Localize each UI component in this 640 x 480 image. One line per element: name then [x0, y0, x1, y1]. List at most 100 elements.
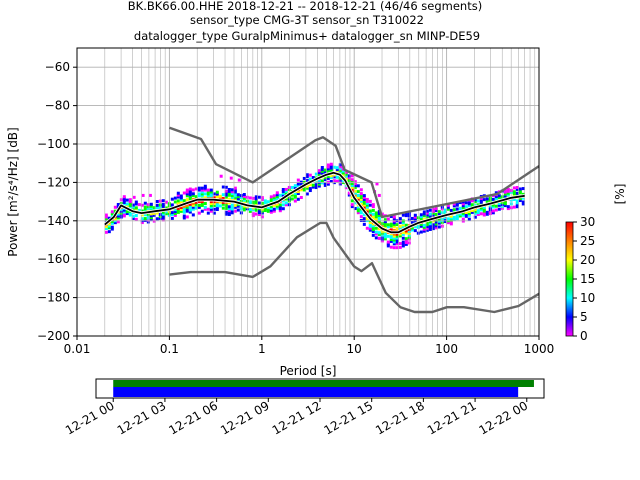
heatmap-cell: [272, 203, 276, 207]
x-tick-label: 100: [435, 342, 458, 356]
heatmap-cell: [428, 227, 432, 231]
heatmap-cell: [503, 192, 507, 196]
colorbar-tick-label: 0: [580, 329, 588, 343]
heatmap-cell: [377, 236, 381, 240]
heatmap-cell: [281, 191, 285, 195]
heatmap-cell: [137, 203, 141, 207]
heatmap-cell: [116, 212, 120, 216]
heatmap-cell: [392, 228, 396, 232]
heatmap-cell: [137, 208, 141, 212]
heatmap-cell: [446, 217, 450, 221]
heatmap-cell: [182, 216, 186, 220]
heatmap-cell: [141, 193, 145, 197]
heatmap-cell: [401, 236, 405, 240]
heatmap-cell: [128, 202, 132, 206]
heatmap-cell: [131, 207, 135, 211]
heatmap-cell: [494, 195, 498, 199]
heatmap-cell: [140, 203, 144, 207]
heatmap-cell: [365, 207, 369, 211]
heatmap-cell: [146, 216, 150, 220]
heatmap-cell: [215, 206, 219, 210]
heatmap-cell: [248, 196, 252, 200]
heatmap-cell: [329, 162, 333, 166]
heatmap-cell: [371, 205, 375, 209]
heatmap-cell: [197, 200, 201, 204]
heatmap-cell: [197, 186, 201, 190]
heatmap-cell: [362, 222, 366, 226]
heatmap-cell: [449, 214, 453, 218]
heatmap-cell: [494, 191, 498, 195]
heatmap-cell: [221, 197, 225, 201]
heatmap-cell: [305, 173, 309, 177]
heatmap-cell: [200, 194, 204, 198]
heatmap-cell: [422, 214, 426, 218]
psd-heatmap: [104, 162, 525, 250]
heatmap-cell: [275, 204, 279, 208]
heatmap-cell: [347, 176, 351, 180]
heatmap-cell: [416, 216, 420, 220]
heatmap-cell: [263, 208, 267, 212]
heatmap-cell: [104, 226, 108, 230]
psd-plot: 0.01 0.1 1 10 100 1000 −200 −180 −160 −140 −120 −1…: [6, 47, 554, 378]
heatmap-cell: [176, 208, 180, 212]
heatmap-cell: [134, 217, 138, 221]
title-line-2: sensor_type CMG-3T sensor_sn T310022: [190, 13, 424, 27]
heatmap-cell: [125, 204, 129, 208]
heatmap-cell: [257, 213, 261, 217]
heatmap-cell: [230, 190, 234, 194]
heatmap-cell: [356, 197, 360, 201]
heatmap-cell: [389, 228, 393, 232]
heatmap-cell: [227, 212, 231, 216]
heatmap-cell: [317, 169, 321, 173]
heatmap-cell: [149, 206, 153, 210]
heatmap-cell: [389, 222, 393, 226]
heatmap-cell: [422, 210, 426, 214]
heatmap-cell: [164, 200, 168, 204]
heatmap-cell: [194, 195, 198, 199]
heatmap-cell: [284, 191, 288, 195]
heatmap-cell: [359, 188, 363, 192]
heatmap-cell: [365, 199, 369, 203]
heatmap-cell: [224, 203, 228, 207]
heatmap-cell: [161, 204, 165, 208]
heatmap-cell: [149, 216, 153, 220]
heatmap-cell: [296, 184, 300, 188]
heatmap-cell: [209, 188, 213, 192]
heatmap-cell: [419, 224, 423, 228]
heatmap-cell: [194, 200, 198, 204]
heatmap-cell: [404, 229, 408, 233]
heatmap-cell: [179, 200, 183, 204]
heatmap-cell: [395, 226, 399, 230]
heatmap-cell: [467, 213, 471, 217]
heatmap-cell: [374, 236, 378, 240]
heatmap-cell: [236, 208, 240, 212]
heatmap-cell: [347, 182, 351, 186]
heatmap-cell: [398, 224, 402, 228]
heatmap-cell: [437, 221, 441, 225]
heatmap-cell: [350, 183, 354, 187]
heatmap-cell: [212, 200, 216, 204]
heatmap-cell: [185, 205, 189, 209]
heatmap-cell: [281, 203, 285, 207]
heatmap-cell: [173, 210, 177, 214]
heatmap-cell: [473, 215, 477, 219]
heatmap-cell: [242, 194, 246, 198]
heatmap-cell: [146, 220, 150, 224]
heatmap-cell: [515, 199, 519, 203]
heatmap-cell: [182, 208, 186, 212]
heatmap-cell: [506, 189, 510, 193]
heatmap-cell: [122, 197, 126, 201]
heatmap-cell: [368, 199, 372, 203]
heatmap-cell: [242, 206, 246, 210]
heatmap-cell: [179, 196, 183, 200]
heatmap-cell: [170, 213, 174, 217]
heatmap-cell: [161, 206, 165, 210]
heatmap-cell: [248, 202, 252, 206]
heatmap-cell: [278, 203, 282, 207]
heatmap-cell: [371, 226, 375, 230]
heatmap-cell: [482, 209, 486, 213]
heatmap-cell: [494, 208, 498, 212]
heatmap-cell: [149, 202, 153, 206]
heatmap-cell: [116, 214, 120, 218]
